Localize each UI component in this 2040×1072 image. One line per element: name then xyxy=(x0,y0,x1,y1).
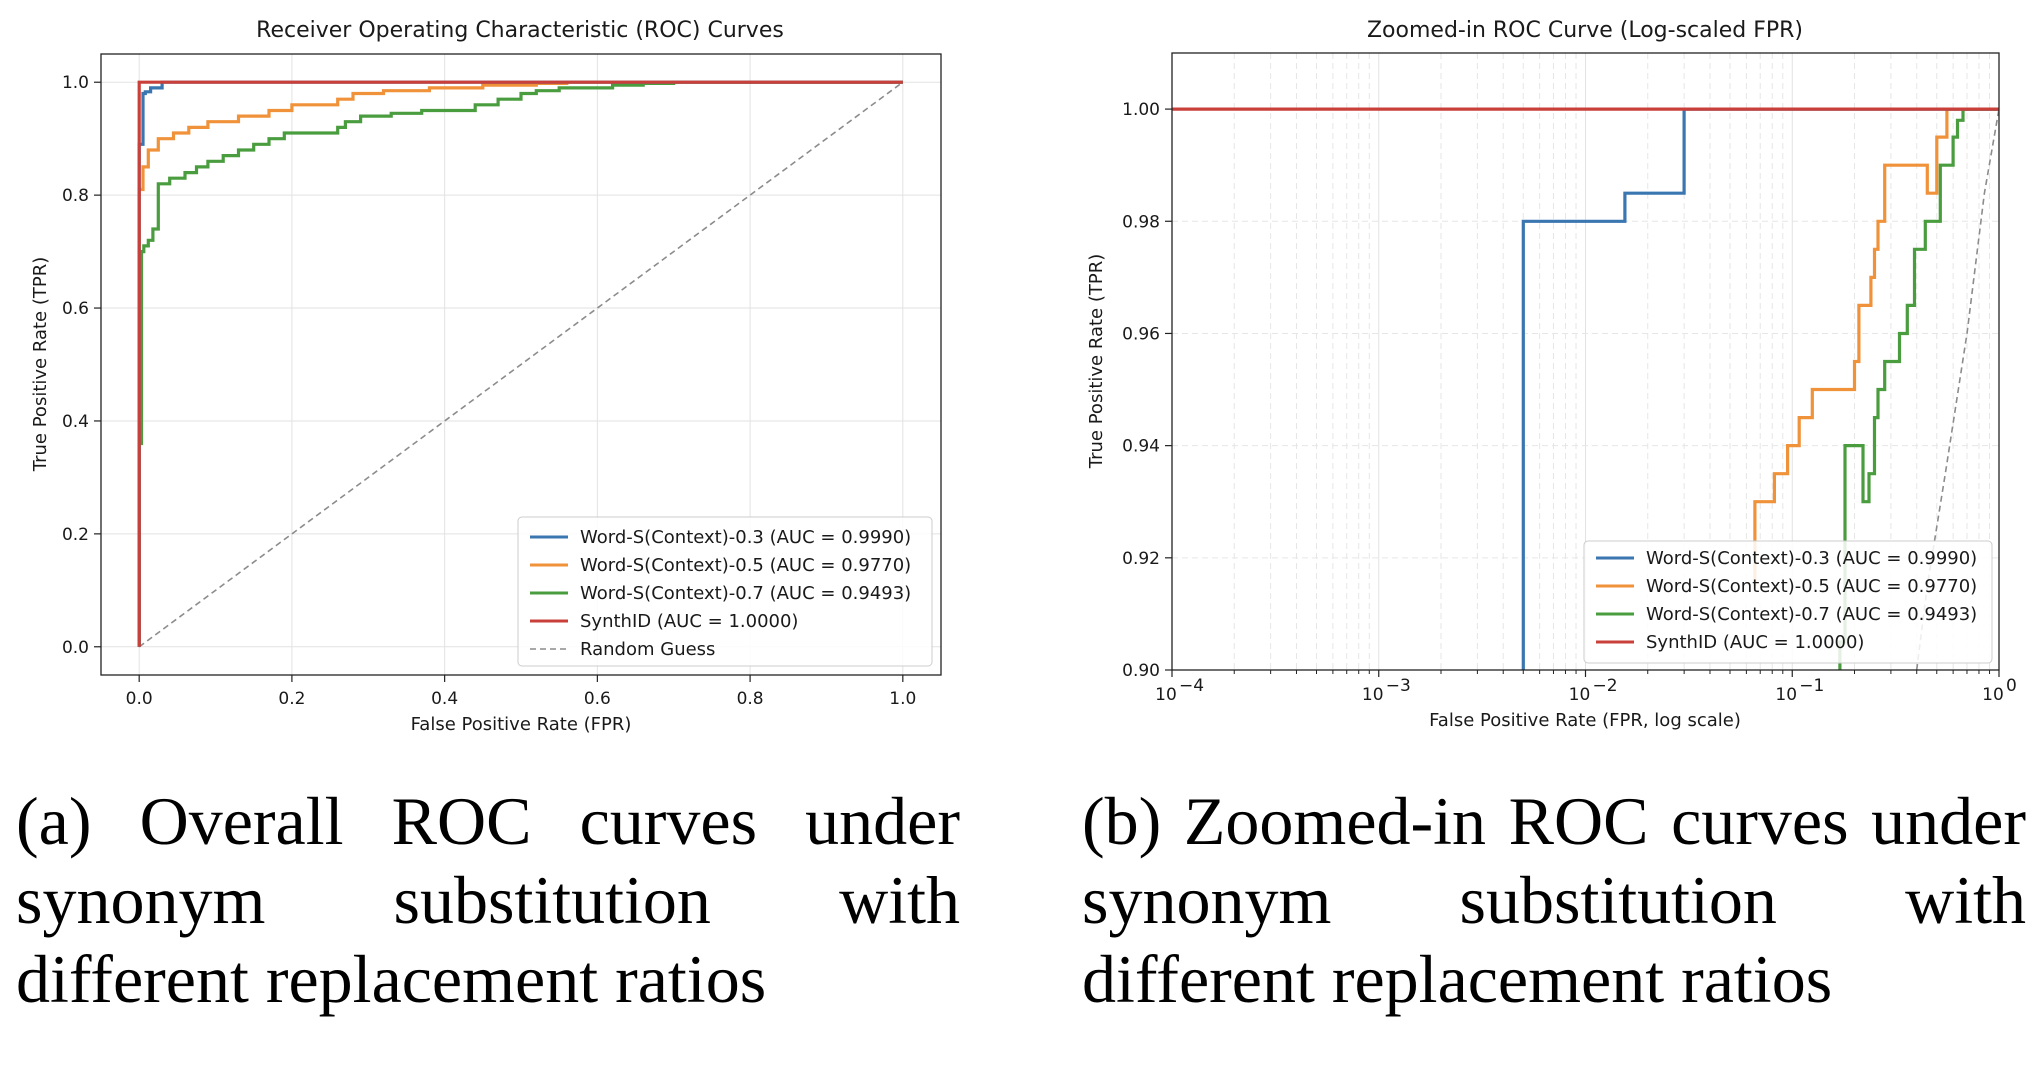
chart-b-xtick-label: 10 xyxy=(1982,685,2004,705)
chart-b-ticks: 10 −4 10 −3 10 −2 10 −1 10 00.900.920.940.960.981… xyxy=(1122,100,2017,705)
roc-zoomed-panel: Zoomed-in ROC Curve (Log-scaled FPR) 10−… xyxy=(1086,18,2017,731)
chart-b-ytick-label: 0.90 xyxy=(1122,661,1160,681)
chart-b-legend-label: Word-S(Context)-0.5 (AUC = 0.9770) xyxy=(1646,576,1977,597)
chart-a-series-line-0 xyxy=(137,80,903,647)
chart-b-series-line-1 xyxy=(1753,107,1999,586)
chart-b-ytick-label: 1.00 xyxy=(1122,100,1160,120)
chart-a-legend-label: SynthID (AUC = 1.0000) xyxy=(580,611,798,632)
chart-b-legend: Word-S(Context)-0.3 (AUC = 0.9990) Word-S… xyxy=(1583,540,1993,664)
chart-a-xtick-label: 0.6 xyxy=(584,689,611,709)
chart-a-legend-label: Word-S(Context)-0.5 (AUC = 0.9770) xyxy=(580,555,911,576)
caption-b: (b) Zoomed-in ROC curves under synonym s… xyxy=(1082,783,2026,1017)
chart-a-ytick-label: 0.4 xyxy=(62,412,89,432)
chart-b-xtick-exponent: −2 xyxy=(1593,676,1618,696)
chart-b-xtick-exponent: −3 xyxy=(1386,676,1411,696)
chart-a-ytick-label: 0.0 xyxy=(62,638,89,658)
chart-a-xtick-label: 0.0 xyxy=(126,689,153,709)
chart-b-legend-label: Word-S(Context)-0.7 (AUC = 0.9493) xyxy=(1646,604,1977,625)
chart-b-xtick-exponent: −1 xyxy=(1799,676,1824,696)
chart-a-title: Receiver Operating Characteristic (ROC) … xyxy=(256,18,784,43)
chart-a-ylabel: True Positive Rate (TPR) xyxy=(30,257,51,472)
chart-b-xtick-label: 10 xyxy=(1155,685,1177,705)
chart-a-ytick-label: 1.0 xyxy=(62,73,89,93)
chart-b-xtick-exponent: 0 xyxy=(2006,676,2017,696)
chart-b-title: Zoomed-in ROC Curve (Log-scaled FPR) xyxy=(1367,18,1803,43)
roc-overall-panel: Receiver Operating Characteristic (ROC) … xyxy=(30,18,942,735)
chart-a-ytick-label: 0.8 xyxy=(62,186,89,206)
chart-a-ytick-label: 0.2 xyxy=(62,525,89,545)
chart-a-ytick-label: 0.6 xyxy=(62,299,89,319)
chart-b-series-line-2 xyxy=(1838,107,1999,670)
chart-a-xtick-label: 1.0 xyxy=(889,689,916,709)
chart-b-xtick-exponent: −4 xyxy=(1179,676,1204,696)
chart-b-ylabel: True Positive Rate (TPR) xyxy=(1086,254,1107,469)
chart-a-legend-box xyxy=(517,516,933,667)
chart-b-legend-label: SynthID (AUC = 1.0000) xyxy=(1646,632,1864,653)
chart-b-xtick-label: 10 xyxy=(1569,685,1591,705)
chart-a-legend-label: Random Guess xyxy=(580,639,715,660)
chart-a-series-line-4 xyxy=(138,81,904,648)
chart-b-xtick-label: 10 xyxy=(1362,685,1384,705)
chart-a-legend-label: Word-S(Context)-0.7 (AUC = 0.9493) xyxy=(580,583,911,604)
chart-b-ytick-label: 0.98 xyxy=(1122,212,1160,232)
chart-a-xtick-label: 0.2 xyxy=(278,689,305,709)
caption-a: (a) Overall ROC curves under synonym sub… xyxy=(16,783,960,1017)
chart-a-legend: Word-S(Context)-0.3 (AUC = 0.9990) Word-S… xyxy=(517,516,933,667)
chart-a-xtick-label: 0.4 xyxy=(431,689,458,709)
chart-a-ticks: 0.0 0.2 0.4 0.6 0.8 1.0 0.0 0.2 0.4 0.6 0.8 1.0 xyxy=(62,73,916,709)
chart-a-series-line-1 xyxy=(137,80,903,647)
chart-a-legend-label: Word-S(Context)-0.3 (AUC = 0.9990) xyxy=(580,527,911,548)
chart-b-ytick-label: 0.94 xyxy=(1122,437,1160,457)
chart-b-xtick-label: 10 xyxy=(1775,685,1797,705)
chart-a-xtick-label: 0.8 xyxy=(737,689,764,709)
chart-a-series xyxy=(137,80,904,648)
chart-a-frame xyxy=(100,53,942,676)
chart-b-legend-label: Word-S(Context)-0.3 (AUC = 0.9990) xyxy=(1646,548,1977,569)
chart-b-ytick-label: 0.96 xyxy=(1122,324,1160,344)
chart-b-xlabel: False Positive Rate (FPR, log scale) xyxy=(1429,710,1741,731)
chart-a-series-line-3 xyxy=(137,80,903,647)
chart-a-series-line-2 xyxy=(137,80,903,647)
chart-b-ytick-label: 0.92 xyxy=(1122,549,1160,569)
chart-a-xlabel: False Positive Rate (FPR) xyxy=(411,714,632,735)
chart-a-grid xyxy=(101,54,941,675)
chart-b-legend-box xyxy=(1583,540,1993,664)
